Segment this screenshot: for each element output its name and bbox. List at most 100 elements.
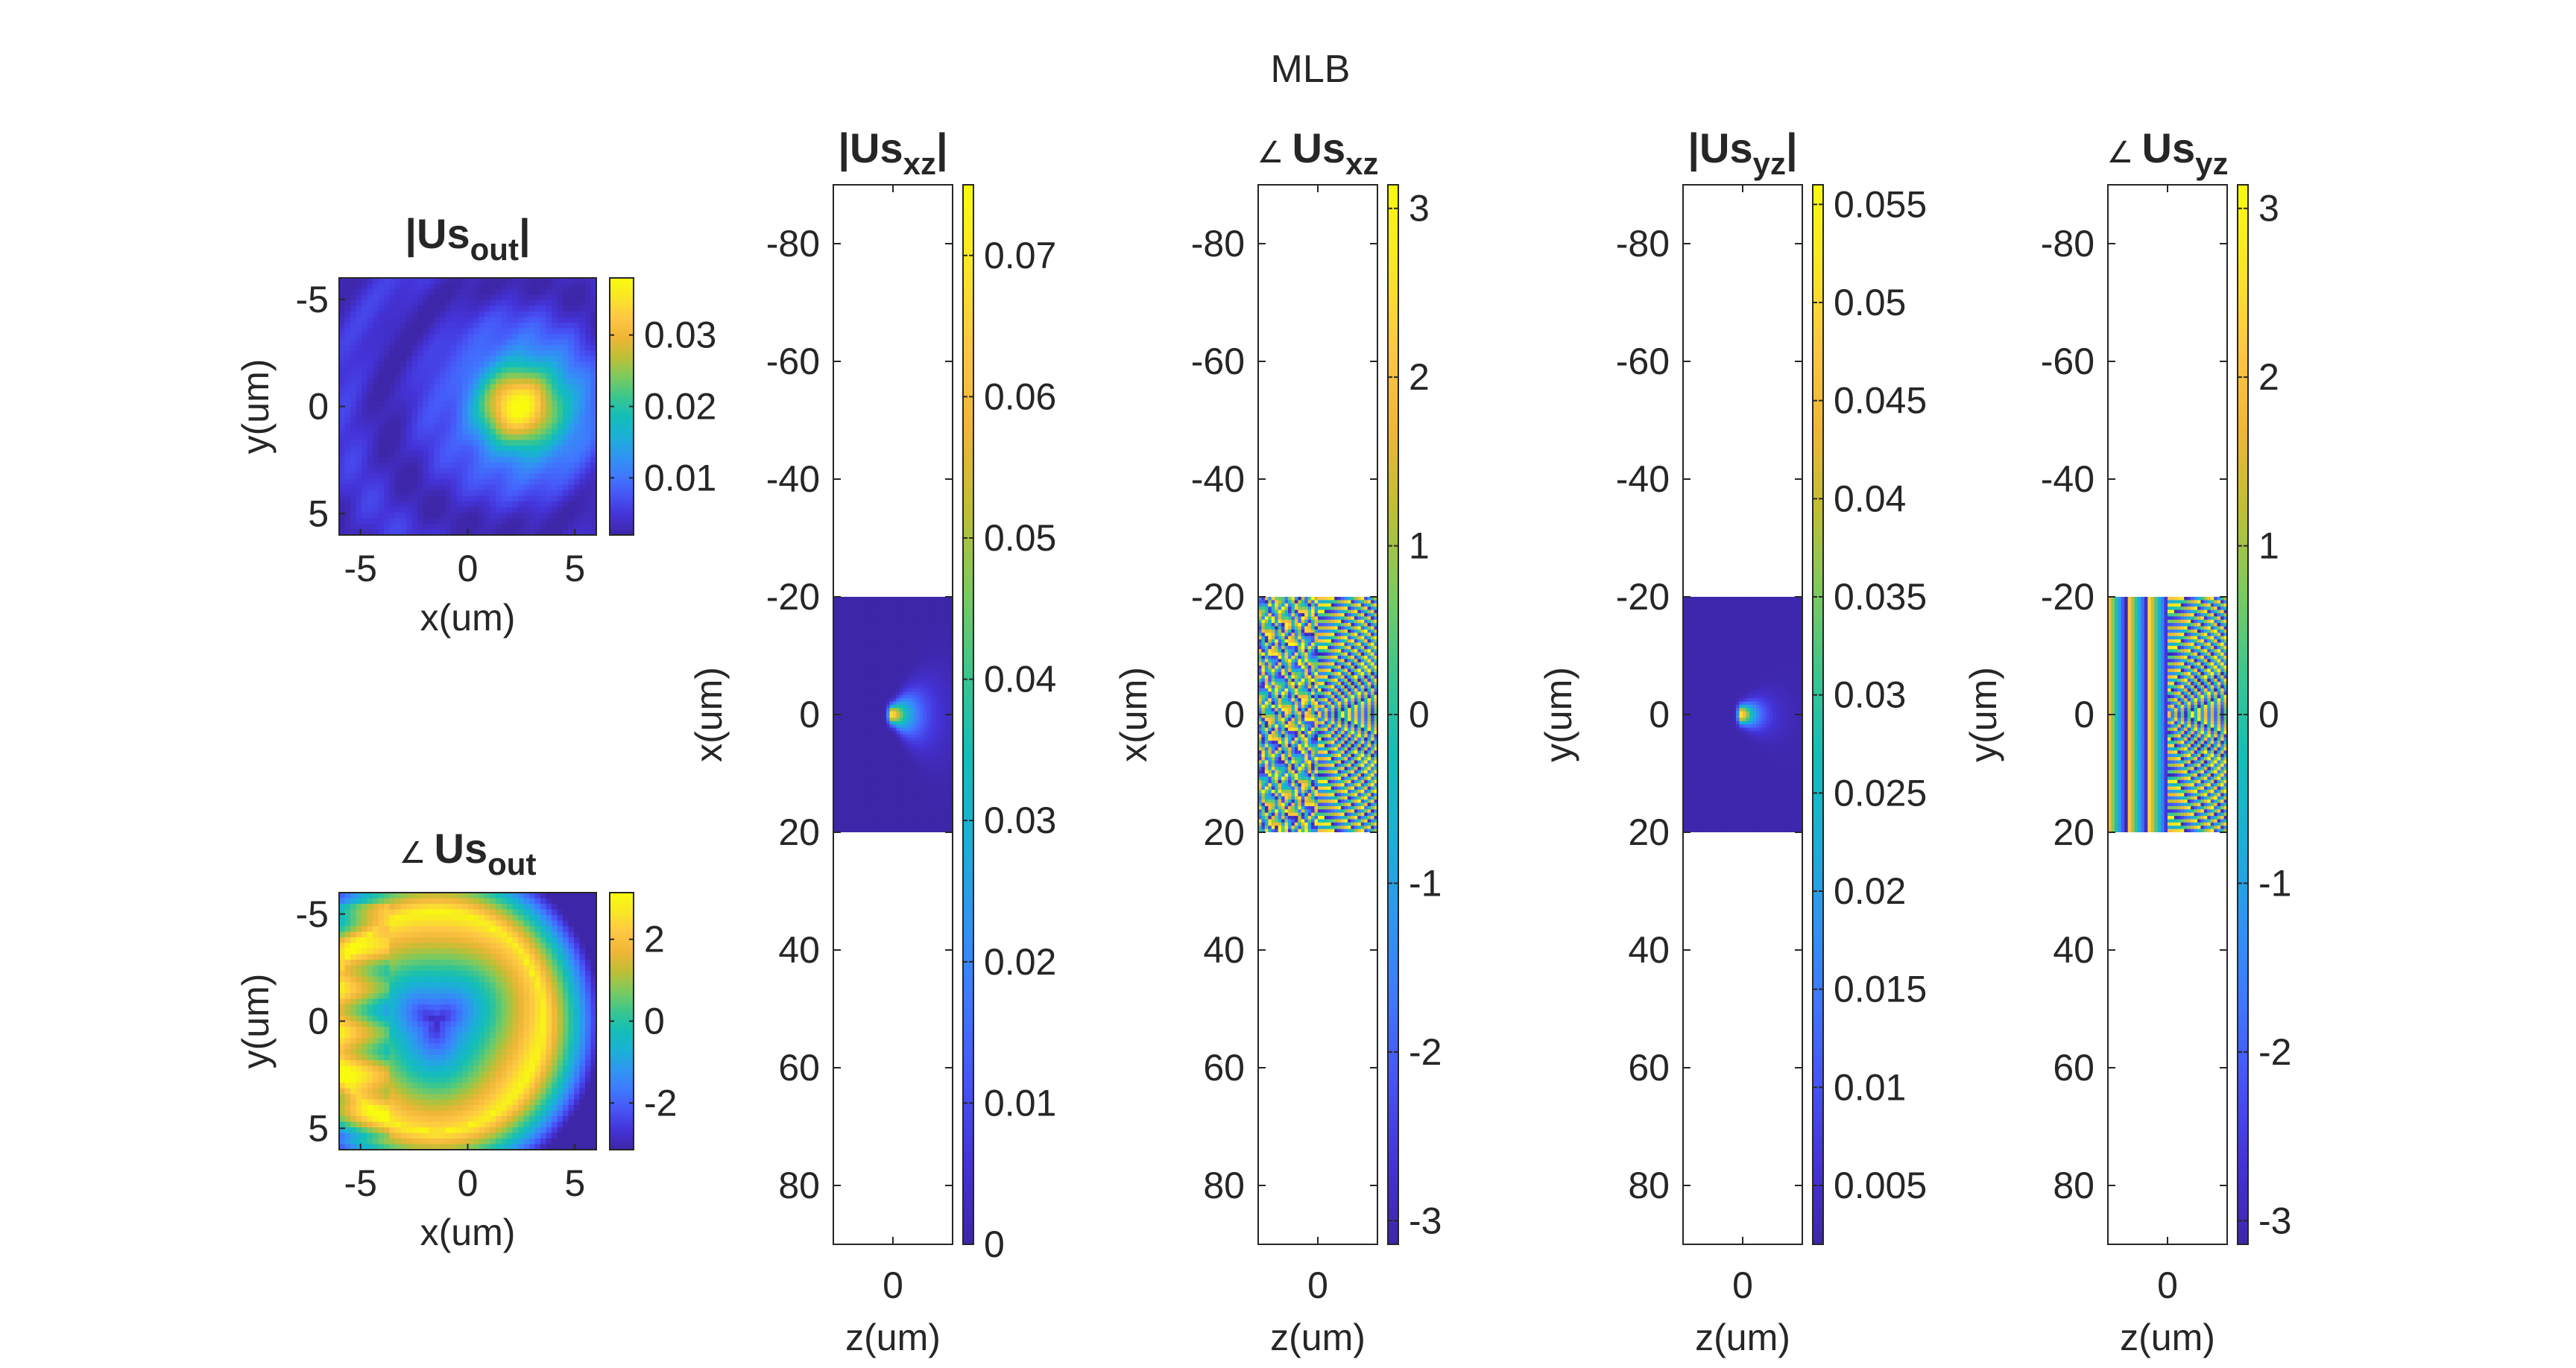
us-out-mag-pixel [473,339,480,346]
us-out-mag-pixel [344,373,351,379]
us-out-phase-pixel [473,954,480,960]
us-out-mag-pixel [411,468,418,475]
us-out-mag-pixel [552,507,558,513]
us-out-mag-pixel [456,361,463,368]
us-out-phase-pixel [417,943,424,949]
us-xz-mag-pixel [846,812,850,817]
us-out-mag-pixel [451,412,458,419]
us-xz-mag-pixel [846,603,850,607]
us-xz-mag-pixel [853,802,857,807]
us-out-phase-pixel [467,943,474,949]
us-xz-mag-pixel [850,701,854,706]
us-out-phase-pixel [400,965,407,972]
us-out-mag-pixel [512,317,519,323]
us-out-phase-pixel [451,1027,458,1033]
us-out-phase-pixel [367,920,373,927]
us-xz-mag-pixel [856,805,861,810]
us-out-mag-pixel [579,367,586,374]
us-out-phase-pixel [557,993,564,1000]
us-out-phase-pixel [378,893,385,899]
us-out-mag-pixel [356,361,362,368]
us-out-phase-pixel [350,1077,357,1083]
us-out-phase-pixel [563,1016,569,1022]
us-xz-mag-pixel [846,750,850,755]
us-out-phase-pixel [440,1021,446,1027]
us-out-mag-pixel [367,473,373,480]
us-out-phase-pixel [434,1054,441,1061]
us-out-mag-pixel [512,513,519,519]
us-out-mag-pixel [512,367,519,374]
us-out-mag-pixel [389,384,396,390]
us-xz-mag-pixel [839,619,844,624]
us-out-mag-pixel [585,479,592,486]
us-out-phase-pixel [445,1038,452,1045]
us-out-mag-pixel [445,361,452,368]
us-out-mag-pixel [344,495,351,502]
us-out-phase-pixel [585,1144,592,1150]
us-out-phase-pixel [378,1094,385,1101]
us-out-phase-pixel [445,909,452,916]
us-out-phase-pixel [529,937,536,944]
us-out-phase-title-subscript: out [487,846,536,881]
us-out-mag-pixel [557,423,564,430]
us-xz-mag-pixel [836,770,841,774]
us-out-phase-pixel [563,1043,569,1050]
us-out-mag-pixel [395,334,402,341]
us-out-phase-pixel [585,1049,592,1056]
us-out-phase-pixel [590,982,596,989]
us-out-mag-pixel [384,300,391,307]
us-out-phase-pixel [400,1127,407,1134]
us-xz-mag-pixel [853,789,857,794]
us-out-phase-pixel [462,915,469,922]
us-out-phase-pixel [456,931,463,938]
us-out-mag-pixel [507,495,514,502]
us-out-phase-pixel [546,920,552,927]
us-out-phase-pixel [400,1083,407,1089]
us-out-mag-pixel [507,468,514,475]
us-out-mag-pixel [552,484,558,491]
us-out-phase-pixel [501,987,508,994]
us-out-mag-pixel [339,479,346,486]
us-out-mag-pixel [384,350,391,357]
us-out-phase-pixel [456,1065,463,1072]
us-out-phase-pixel [490,1049,496,1056]
us-out-phase-pixel [568,987,575,994]
us-out-mag-pixel [339,328,346,335]
us-out-mag-pixel [490,468,496,475]
us-out-phase-pixel [473,1077,480,1083]
us-out-mag-pixel [507,529,514,535]
us-out-mag-pixel [417,490,424,497]
us-out-phase-pixel [590,898,596,905]
us-out-mag-pixel [389,289,396,296]
us-xz-mag-pixel [856,701,861,706]
us-out-phase-pixel [434,954,441,960]
us-out-phase-pixel [423,1049,429,1056]
us-out-mag-pixel [395,507,402,513]
us-xz-mag-pixel [856,645,861,650]
us-xz-mag-pixel [859,724,864,729]
us-out-mag-pixel [400,334,407,341]
us-out-phase-pixel [490,1099,496,1106]
us-out-phase-pixel [344,998,351,1005]
us-out-mag-pixel [429,417,435,424]
us-out-mag-pixel [490,379,496,385]
us-out-phase-pixel [585,1021,592,1027]
us-out-phase-pixel [350,1110,357,1117]
us-out-phase-pixel [434,1088,441,1095]
us-xz-mag-pixel [843,773,847,777]
us-out-mag-pixel [540,379,547,385]
us-out-mag-pixel [529,473,536,480]
us-out-mag-pixel [501,300,508,307]
us-out-phase-pixel [590,920,596,927]
us-out-phase-pixel [529,909,536,916]
us-out-phase-pixel [395,1127,402,1134]
us-out-phase-pixel [339,954,346,960]
us-out-phase-pixel [546,1043,552,1050]
us-out-mag-pixel [585,473,592,480]
us-out-mag-pixel [501,428,508,435]
us-out-mag-pixel [411,278,418,285]
us-out-phase-pixel [367,1038,373,1045]
us-xz-mag-pixel [856,682,861,686]
us-out-mag-pixel [585,406,592,413]
us-out-mag-pixel [451,457,458,463]
